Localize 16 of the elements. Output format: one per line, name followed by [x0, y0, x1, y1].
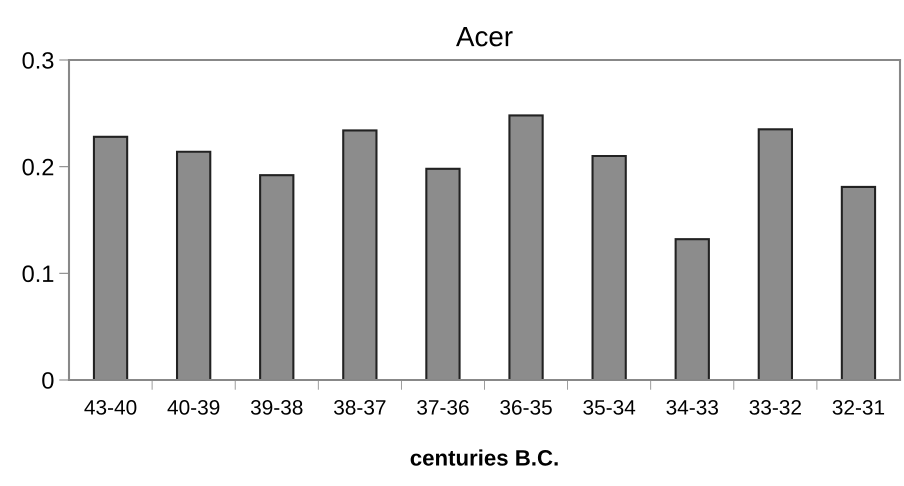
- y-tick-label: 0.2: [22, 158, 54, 176]
- x-tick-label: 34-33: [666, 400, 718, 415]
- x-tick-label: 40-39: [167, 400, 220, 415]
- x-tick-label: 37-36: [417, 400, 469, 415]
- x-tick-label: 38-37: [334, 400, 386, 415]
- y-tick-label: 0.1: [22, 265, 54, 282]
- x-axis-title: centuries B.C.: [410, 449, 558, 466]
- y-tick-label: 0.3: [22, 52, 54, 69]
- x-tick-label: 35-34: [583, 400, 636, 415]
- y-tick-label: 0: [42, 372, 54, 389]
- x-tick-label: 39-38: [250, 400, 302, 415]
- x-tick-label: 32-31: [832, 400, 884, 415]
- x-tick-label: 36-35: [500, 400, 552, 415]
- x-tick-label: 33-32: [750, 400, 801, 415]
- x-tick-label: 43-40: [84, 400, 136, 415]
- chart-title: Acer: [456, 27, 513, 46]
